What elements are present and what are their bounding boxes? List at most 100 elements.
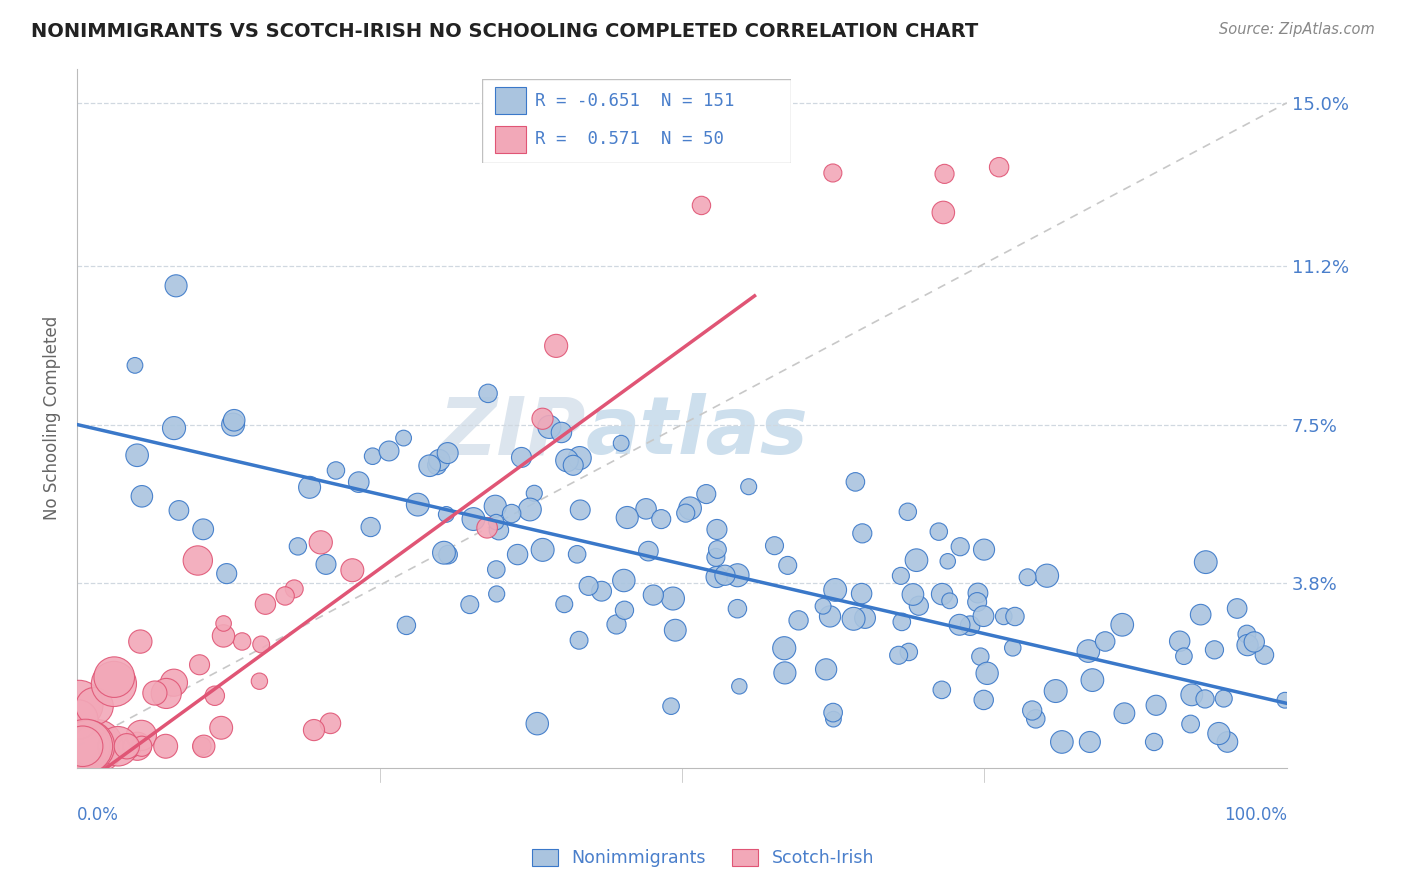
Point [427,453,450,467]
Point [67,698,90,712]
Point [315,558,337,572]
Point [222,417,245,432]
Point [395,618,418,632]
Point [1194,692,1216,706]
Point [477,386,499,401]
Point [890,615,912,629]
Point [426,458,449,472]
Point [1253,648,1275,662]
Point [485,587,508,601]
Point [695,487,717,501]
Point [523,486,546,500]
Point [1025,712,1047,726]
Point [167,503,190,517]
Point [890,569,912,583]
Point [188,657,211,672]
Point [959,618,981,632]
Point [714,568,737,582]
Point [897,505,920,519]
Point [976,666,998,681]
Point [475,521,498,535]
Point [131,489,153,503]
Point [948,617,970,632]
Point [610,436,633,450]
Point [928,524,950,539]
Point [361,449,384,463]
Point [1243,635,1265,649]
Point [1173,649,1195,664]
Point [569,503,592,517]
Point [613,603,636,617]
Point [1180,717,1202,731]
Point [127,739,149,754]
Point [86,739,108,754]
Point [550,425,572,440]
Point [510,450,533,465]
Point [1212,691,1234,706]
Point [433,546,456,560]
Point [811,599,834,614]
Point [568,633,591,648]
Point [463,512,485,526]
Point [1144,698,1167,713]
Point [488,523,510,537]
Point [972,609,994,624]
Point [501,507,523,521]
Point [247,674,270,689]
Point [949,540,972,554]
Point [931,682,953,697]
Point [932,205,955,219]
Point [887,648,910,663]
Point [302,723,325,737]
Point [815,662,838,676]
Point [773,665,796,680]
Point [664,624,686,638]
Point [1189,607,1212,622]
Point [824,582,846,597]
Point [650,512,672,526]
Point [988,160,1011,174]
Point [319,716,342,731]
Point [842,612,865,626]
Point [844,475,866,489]
Point [283,582,305,596]
Point [436,446,458,460]
Point [1050,735,1073,749]
Point [77,739,100,754]
Legend: Nonimmigrants, Scotch-Irish: Nonimmigrants, Scotch-Irish [524,842,882,874]
Point [818,609,841,624]
Point [163,421,186,435]
Point [1168,634,1191,648]
Point [107,739,129,754]
Point [546,339,568,353]
Point [155,739,177,754]
Point [662,591,685,606]
Point [67,739,90,754]
Y-axis label: No Schooling Completed: No Schooling Completed [44,316,60,520]
Point [851,586,873,600]
Point [75,739,97,754]
Point [506,548,529,562]
Point [936,554,959,568]
Point [969,649,991,664]
Point [938,594,960,608]
Point [973,542,995,557]
Point [787,613,810,627]
Point [392,431,415,445]
Point [637,544,659,558]
Point [706,570,728,584]
Point [437,548,460,562]
Point [967,586,990,600]
Point [773,641,796,656]
Point [103,677,125,691]
Point [853,611,876,625]
Point [163,675,186,690]
Point [298,480,321,494]
Point [993,609,1015,624]
Point [187,553,209,567]
Point [690,198,713,212]
Point [823,706,845,720]
Point [191,739,214,754]
Point [77,739,100,754]
Point [679,501,702,516]
